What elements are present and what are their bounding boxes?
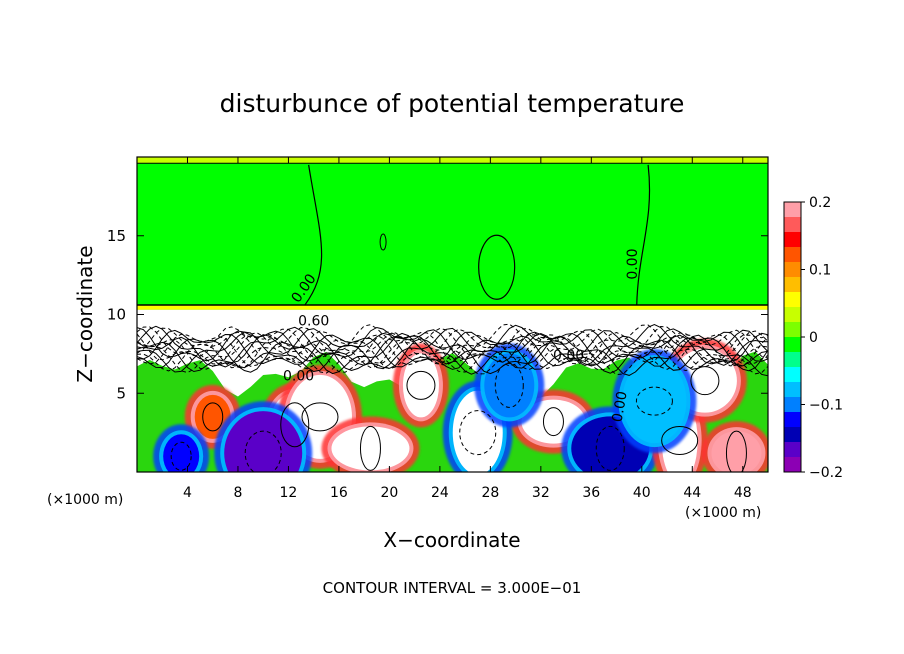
contour-line: [137, 332, 768, 375]
x-unit-left: (×1000 m): [47, 492, 123, 508]
y-axis-ticks: 5 10 15: [107, 227, 768, 402]
contour-loop: [406, 370, 436, 400]
colorbar-swatch: [784, 352, 801, 368]
contour-line: [137, 325, 768, 367]
contour-line: [137, 325, 768, 368]
field-blob: [331, 426, 410, 471]
contour-label: 0.00: [283, 369, 314, 385]
contour-line: [137, 332, 768, 374]
contour-line: [137, 327, 768, 370]
colorbar-swatch: [784, 412, 801, 428]
colorbar-swatch: [784, 247, 801, 263]
contour-loop: [542, 407, 564, 437]
contour-loop: [725, 430, 747, 472]
colorbar-swatch: [784, 232, 801, 248]
contour-labels: 0.000.000.600.000.000.00: [283, 249, 641, 424]
y-tick-label: 10: [107, 306, 126, 324]
x-tick-label: 24: [431, 485, 449, 501]
contour-line: [636, 164, 651, 306]
x-tick-label: 48: [734, 485, 752, 501]
x-tick-label: 28: [481, 485, 499, 501]
colorbar-tick-label: 0.1: [809, 263, 831, 279]
x-axis-label: X−coordinate: [383, 528, 520, 552]
colorbar-swatch: [784, 322, 801, 338]
colorbar: [783, 201, 802, 473]
contour-loop: [280, 402, 310, 448]
field-blob: [402, 353, 439, 418]
colorbar-tick-label: 0.2: [809, 195, 831, 211]
upper-level-fill: [137, 157, 768, 307]
contour-line: [137, 328, 768, 371]
contour-label: 0.00: [625, 249, 641, 280]
x-tick-label: 44: [683, 485, 701, 501]
field-blob: [484, 353, 535, 418]
x-tick-label: 12: [280, 485, 298, 501]
contour-loop: [494, 362, 524, 408]
x-tick-label: 40: [633, 485, 651, 501]
y-tick-label: 15: [107, 227, 126, 245]
field-blob: [711, 431, 762, 472]
plot-area: [137, 157, 768, 472]
contour-loop: [359, 425, 381, 471]
contour-loop: [244, 430, 282, 472]
contour-loop: [690, 366, 720, 396]
colorbar-swatch: [784, 427, 801, 443]
colorbar-swatch: [784, 307, 801, 323]
x-axis-ticks: 4 8 12 16 20 24 28 32 36 40 44 48: [183, 157, 752, 501]
contour-label: 0.60: [298, 314, 329, 330]
colorbar-swatch: [784, 292, 801, 308]
colorbar-swatch: [784, 397, 801, 413]
contour-label: 0.00: [610, 390, 631, 423]
y-axis-label: Z−coordinate: [73, 245, 97, 382]
contour-interval-note: CONTOUR INTERVAL = 3.000E−01: [323, 579, 582, 597]
colorbar-swatch: [784, 337, 801, 353]
contour-loop: [478, 234, 516, 300]
contour-loop: [202, 402, 224, 432]
x-unit-right: (×1000 m): [685, 505, 761, 521]
contour-line: [137, 323, 768, 365]
field-blob: [622, 359, 687, 444]
contour-line: [137, 330, 768, 372]
tropopause-band: [137, 305, 768, 310]
contour-loop: [170, 441, 192, 471]
x-tick-label: 16: [330, 485, 348, 501]
colorbar-swatch: [784, 442, 801, 458]
contour-line: [304, 164, 323, 306]
colorbar-swatch: [784, 457, 801, 473]
x-tick-label: 8: [233, 485, 242, 501]
x-tick-label: 20: [380, 485, 398, 501]
contour-line: [137, 334, 768, 377]
x-tick-label: 4: [183, 485, 192, 501]
contour-line: [137, 324, 768, 366]
contour-loop: [379, 233, 387, 251]
contour-label: 0.00: [553, 348, 584, 364]
y-tick-label: 5: [116, 384, 126, 402]
colorbar-swatch: [784, 277, 801, 293]
contour-loop: [661, 426, 699, 455]
contour-lines: [137, 162, 768, 472]
chart-title: disturbunce of potential temperature: [220, 89, 685, 118]
x-tick-label: 36: [582, 485, 600, 501]
colorbar-tick-label: 0: [809, 330, 818, 346]
contour-loop: [301, 402, 339, 432]
field-fills: [137, 157, 768, 472]
colorbar-swatch: [784, 382, 801, 398]
contour-loop: [459, 410, 497, 456]
x-tick-label: 32: [532, 485, 550, 501]
colorbar-swatch: [784, 367, 801, 383]
contour-loop: [595, 425, 625, 471]
contour-loop: [635, 386, 673, 416]
top-band: [137, 157, 768, 163]
colorbar-swatch: [784, 217, 801, 233]
colorbar-tick-label: −0.1: [809, 398, 843, 414]
colorbar-swatch: [784, 262, 801, 278]
colorbar-swatch: [784, 202, 801, 218]
field-blob: [224, 411, 303, 472]
contour-line: [137, 329, 768, 371]
colorbar-ticks: 0.2 0.1 0 −0.1 −0.2: [801, 195, 843, 481]
colorbar-tick-label: −0.2: [809, 465, 843, 481]
